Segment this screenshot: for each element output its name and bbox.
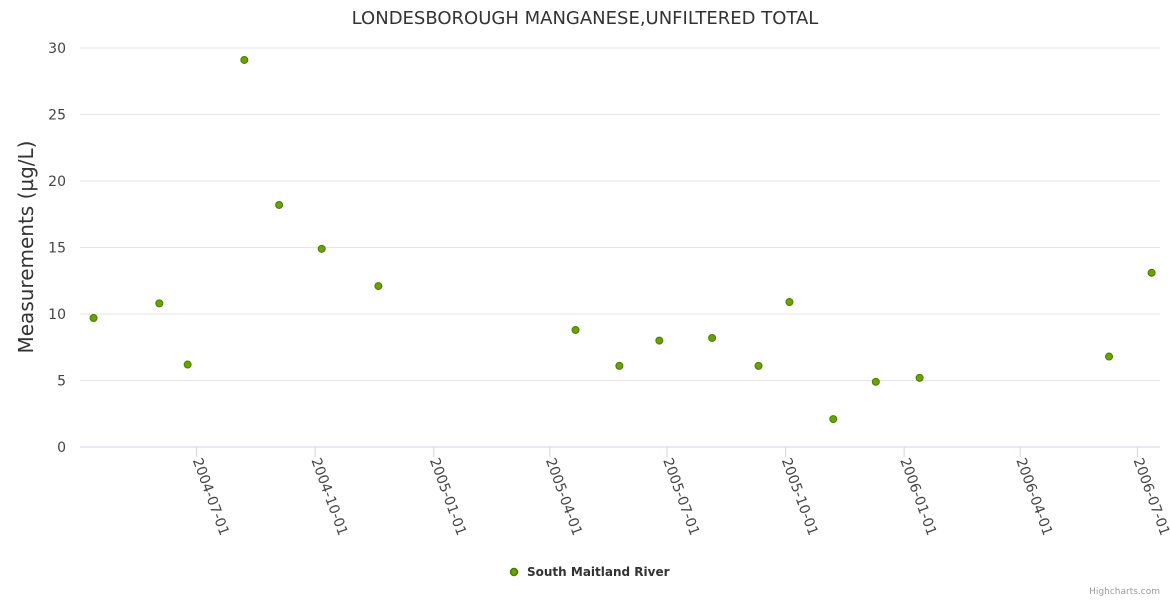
data-point[interactable]	[615, 361, 624, 370]
legend[interactable]: South Maitland River	[509, 565, 670, 579]
x-tick-label: 2005-10-01	[778, 456, 821, 538]
data-point[interactable]	[275, 200, 284, 209]
x-tick-label: 2005-01-01	[426, 456, 469, 538]
y-tick-label: 5	[57, 374, 66, 390]
legend-marker	[509, 567, 519, 577]
data-point[interactable]	[708, 333, 717, 342]
data-point[interactable]	[374, 282, 383, 291]
data-point[interactable]	[155, 299, 164, 308]
y-tick-label: 10	[48, 307, 66, 323]
x-tick-label: 2005-07-01	[659, 456, 702, 538]
y-tick-label: 15	[48, 241, 66, 257]
x-tick-label: 2005-04-01	[542, 456, 585, 538]
x-tick-labels: 2004-07-01 2004-10-01 2005-01-01 2005-04-01…	[189, 447, 1170, 538]
y-tick-label: 20	[48, 174, 66, 190]
data-point[interactable]	[317, 244, 326, 253]
x-tick-label: 2006-07-01	[1130, 456, 1170, 538]
x-tick-label: 2004-07-01	[189, 456, 232, 538]
data-point[interactable]	[183, 360, 192, 369]
x-tick-label: 2006-01-01	[896, 456, 939, 538]
x-tick-label: 2004-10-01	[307, 456, 350, 538]
data-point[interactable]	[754, 361, 763, 370]
y-tick-label: 30	[48, 41, 66, 57]
data-point[interactable]	[655, 336, 664, 345]
data-point[interactable]	[240, 55, 249, 64]
data-point[interactable]	[1147, 268, 1156, 277]
y-tick-labels: 0 5 10 15 20 25 30	[48, 41, 66, 456]
y-tick-label: 0	[57, 440, 66, 456]
data-point[interactable]	[785, 298, 794, 307]
data-point[interactable]	[871, 377, 880, 386]
credits-text[interactable]: Highcharts.com	[1089, 587, 1160, 597]
data-point[interactable]	[89, 313, 98, 322]
data-point[interactable]	[829, 415, 838, 424]
data-point[interactable]	[571, 325, 580, 334]
x-tick-label: 2006-04-01	[1012, 456, 1055, 538]
data-point[interactable]	[1105, 352, 1114, 361]
data-point[interactable]	[915, 373, 924, 382]
chart-title: LONDESBOROUGH MANGANESE,UNFILTERED TOTAL	[352, 8, 819, 29]
y-tick-label: 25	[48, 108, 66, 124]
y-axis-label: Measurements (µg/L)	[14, 141, 38, 354]
legend-label[interactable]: South Maitland River	[527, 565, 670, 579]
data-points	[89, 55, 1156, 424]
grid-lines	[80, 47, 1160, 448]
